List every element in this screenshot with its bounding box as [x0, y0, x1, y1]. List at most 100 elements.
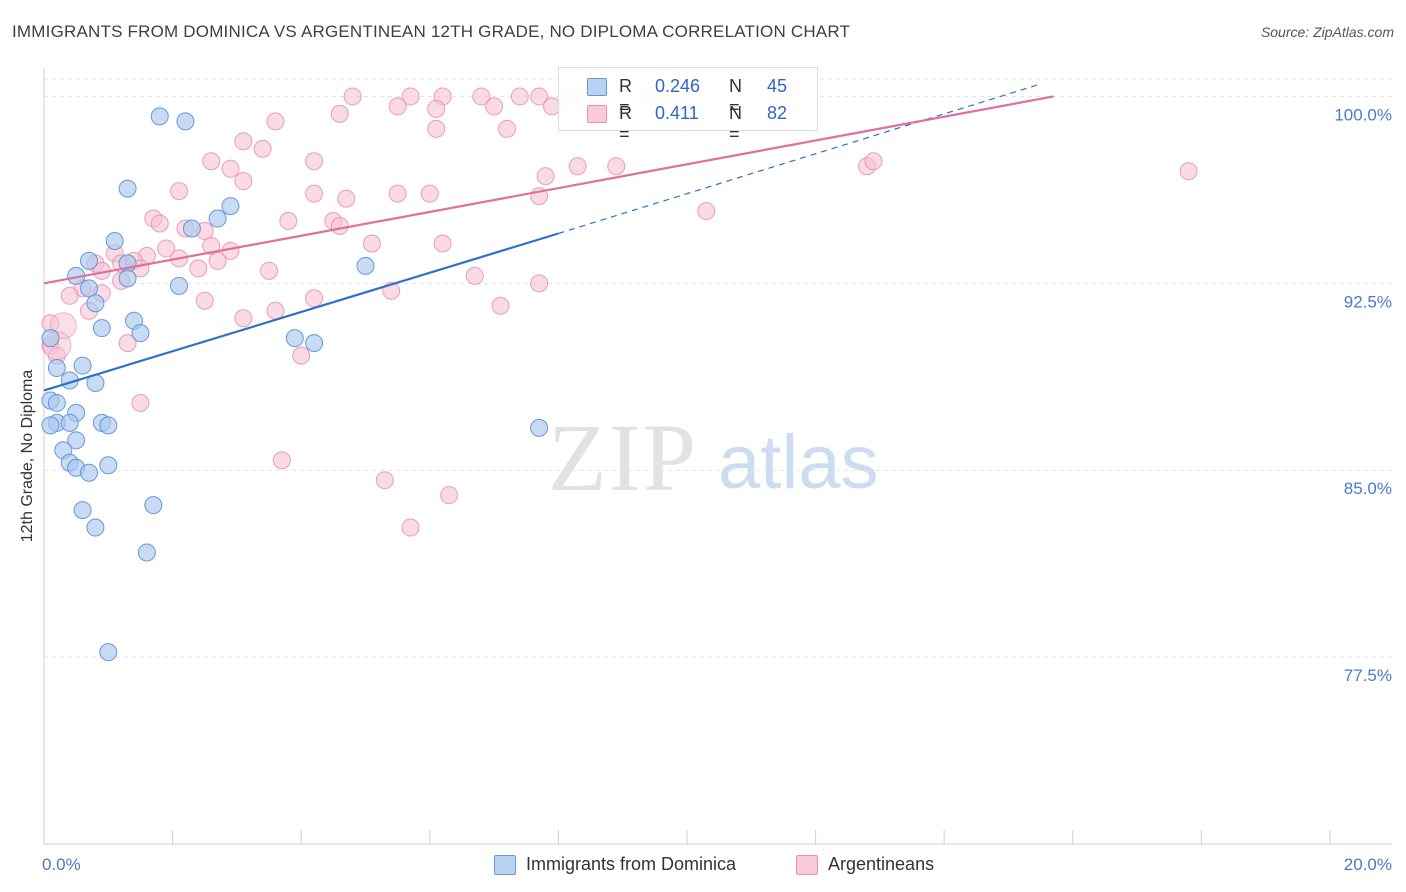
chart-title: IMMIGRANTS FROM DOMINICA VS ARGENTINEAN …	[12, 22, 851, 41]
argentineans-point	[234, 172, 253, 191]
argentineans-point	[530, 274, 549, 293]
x-tick-label-max: 20.0%	[1344, 855, 1392, 874]
argentineans-point	[568, 157, 587, 176]
argentineans-point	[272, 451, 291, 470]
argentineans-point	[279, 212, 298, 231]
legend-n-value: 45	[767, 76, 788, 96]
argentineans-point	[510, 87, 529, 106]
x-tick-label-min: 0.0%	[42, 855, 81, 874]
legend-swatch-dominica	[587, 78, 607, 96]
dominica-point	[67, 431, 86, 450]
argentineans-point	[208, 251, 227, 270]
dominica-point	[144, 496, 163, 515]
dominica-point	[150, 107, 169, 126]
legend-r-label: R =	[619, 103, 632, 144]
argentineans-point	[195, 291, 214, 310]
dominica-point	[80, 279, 99, 298]
argentineans-point	[305, 152, 324, 171]
argentineans-point	[253, 139, 272, 158]
y-tick-labels: 77.5% 85.0% 92.5% 100.0%	[1334, 105, 1392, 685]
argentineans-point	[170, 182, 189, 201]
argentineans-point	[305, 184, 324, 203]
argentineans-point	[388, 97, 407, 116]
dominica-point	[41, 329, 60, 348]
legend-r-label: R =	[619, 76, 632, 117]
argentineans-point	[427, 99, 446, 118]
series-legend: Immigrants from Dominica Argentineans	[0, 850, 1406, 880]
argentineans-point	[234, 309, 253, 328]
argentineans-point	[234, 132, 253, 151]
argentineans-point	[472, 87, 491, 106]
dominica-point	[86, 518, 105, 537]
argentineans-point	[202, 152, 221, 171]
legend-n-label: N =	[729, 76, 742, 117]
argentineans-point	[536, 167, 555, 186]
dominica-point	[182, 219, 201, 238]
argentineans-point	[530, 87, 549, 106]
argentineans-point	[485, 97, 504, 116]
dominica-point	[118, 269, 137, 288]
dominica-point	[41, 416, 60, 435]
dominica-point	[73, 501, 92, 520]
legend-r-value: 0.246	[655, 76, 701, 96]
argentineans-point	[202, 236, 221, 255]
argentineans-point	[150, 214, 169, 233]
dominica-point	[99, 456, 118, 475]
y-tick-label: 92.5%	[1344, 292, 1392, 311]
argentineans-point	[497, 119, 516, 138]
legend-r-value: 0.411	[655, 103, 699, 123]
x-ticks	[43, 830, 1331, 844]
argentineans-point	[401, 518, 420, 537]
argentineans-point	[337, 189, 356, 208]
watermark-zip: ZIP	[548, 404, 698, 511]
dominica-point	[221, 197, 240, 216]
dominica-point	[92, 319, 111, 338]
dominica-point	[208, 209, 227, 228]
legend-label-argentineans: Argentineans	[828, 854, 935, 874]
axes	[43, 68, 1392, 845]
dominica-point	[285, 329, 304, 348]
argentineans-point	[1179, 162, 1198, 181]
legend-n-label: N =	[729, 103, 742, 144]
argentineans-point	[330, 217, 349, 236]
dominica-point	[47, 393, 66, 412]
dominica-point	[60, 413, 79, 432]
argentineans-point	[465, 266, 484, 285]
argentineans-point	[60, 286, 79, 305]
dominica-point	[137, 543, 156, 562]
legend-n-value: 82	[767, 103, 788, 123]
dominica-point	[131, 324, 150, 343]
dominica-point	[86, 294, 105, 313]
argentineans-point	[375, 471, 394, 490]
trend-lines	[43, 83, 1054, 392]
argentineans-point	[343, 87, 362, 106]
argentineans-point	[697, 202, 716, 221]
dominica-points	[41, 107, 549, 662]
dominica-point	[80, 463, 99, 482]
dominica-point	[170, 276, 189, 295]
dominica-point	[73, 356, 92, 375]
dominica-point	[118, 179, 137, 198]
dominica-point	[176, 112, 195, 131]
argentineans-point	[260, 261, 279, 280]
argentineans-point	[330, 104, 349, 123]
argentineans-point	[157, 239, 176, 258]
legend-swatch-argentineans	[587, 105, 607, 123]
argentineans-point	[420, 184, 439, 203]
argentineans-point	[388, 184, 407, 203]
argentineans-point	[266, 301, 285, 320]
dominica-point	[356, 256, 375, 275]
argentineans-trend-line	[43, 95, 1054, 285]
argentineans-point	[491, 296, 510, 315]
dominica-point	[105, 231, 124, 250]
dominica-point	[99, 643, 118, 662]
watermark: ZIP atlas	[548, 404, 879, 511]
y-tick-label: 77.5%	[1344, 666, 1392, 685]
argentineans-point	[189, 259, 208, 278]
dominica-point	[99, 416, 118, 435]
argentineans-point	[401, 87, 420, 106]
argentineans-point	[131, 393, 150, 412]
argentineans-point	[305, 289, 324, 308]
argentineans-point	[427, 119, 446, 138]
